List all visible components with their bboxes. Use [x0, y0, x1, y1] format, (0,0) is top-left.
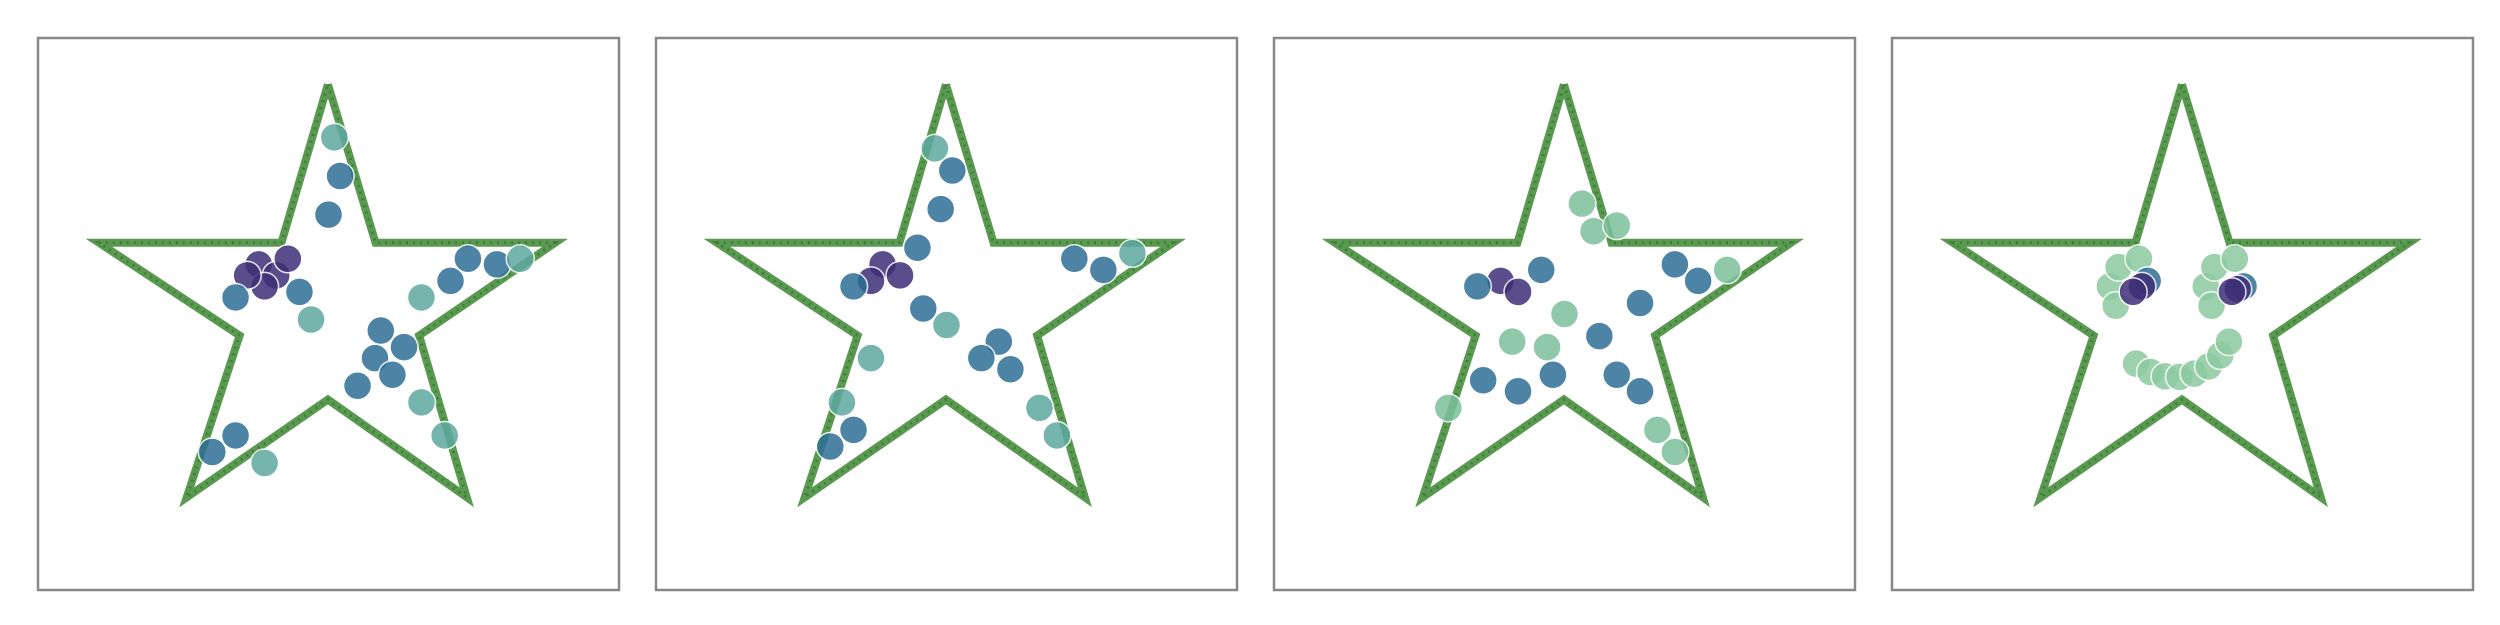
point: [366, 315, 396, 346]
point: [1503, 376, 1533, 407]
point: [273, 244, 303, 274]
point: [937, 155, 968, 186]
point: [1660, 249, 1690, 280]
point: [1503, 277, 1533, 307]
point: [296, 304, 326, 335]
point: [2214, 326, 2244, 357]
point: [505, 244, 535, 274]
point: [1433, 393, 1464, 423]
point: [429, 420, 460, 451]
point: [885, 260, 915, 291]
point: [1532, 332, 1562, 362]
point: [1117, 238, 1148, 269]
star-outline-dots: [712, 83, 1178, 502]
point: [1042, 420, 1072, 451]
point: [220, 420, 251, 451]
point: [2217, 277, 2247, 307]
point: [1602, 359, 1632, 390]
point: [1088, 255, 1119, 285]
point: [931, 310, 962, 340]
point: [197, 437, 228, 467]
point: [1584, 321, 1615, 351]
star-outline-dots: [1948, 83, 2414, 502]
point: [995, 354, 1026, 384]
point: [1538, 359, 1568, 390]
point: [435, 266, 466, 296]
panel-frame: [1890, 36, 2475, 592]
point: [2220, 244, 2250, 274]
point: [1642, 415, 1673, 445]
point: [966, 343, 997, 373]
point: [1462, 271, 1493, 302]
point: [815, 431, 846, 462]
point: [1468, 365, 1498, 395]
point: [1567, 188, 1597, 219]
point: [902, 233, 933, 263]
point: [1526, 255, 1557, 285]
point: [1549, 299, 1580, 329]
star-outline-dots: [1330, 83, 1796, 502]
point: [1625, 288, 1655, 318]
point: [1497, 326, 1527, 357]
point: [319, 122, 350, 153]
point: [1712, 255, 1742, 285]
point: [1602, 210, 1632, 241]
point: [249, 448, 280, 478]
point: [342, 371, 373, 401]
panel-frame: [36, 36, 621, 592]
point: [838, 271, 869, 302]
point: [1625, 376, 1655, 407]
point: [925, 194, 956, 224]
point: [920, 133, 950, 164]
point: [406, 387, 437, 418]
point: [313, 199, 344, 230]
point: [1059, 244, 1090, 274]
point: [838, 415, 869, 445]
point: [2118, 277, 2148, 307]
point: [284, 277, 315, 307]
point: [827, 387, 857, 418]
point: [1683, 266, 1713, 296]
point: [220, 282, 251, 313]
point: [856, 343, 886, 373]
point: [1660, 437, 1690, 467]
point: [325, 161, 355, 191]
point: [406, 282, 437, 313]
star-outline-dots: [94, 83, 560, 502]
point: [389, 332, 419, 362]
point: [2196, 290, 2227, 321]
point: [908, 293, 939, 324]
point: [1024, 393, 1055, 423]
point: [453, 244, 483, 274]
point: [377, 359, 408, 390]
